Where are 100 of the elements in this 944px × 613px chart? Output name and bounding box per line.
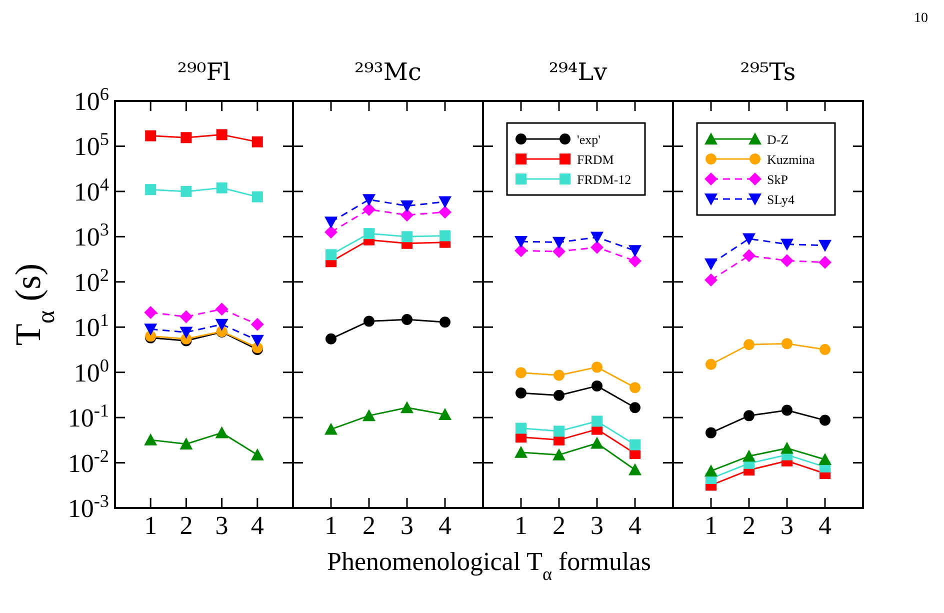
legend-label: SkP [767, 172, 788, 187]
x-tick-label: 4 [438, 511, 452, 540]
y-tick-label: 10$^{6}$ [74, 84, 109, 116]
x-tick-label: 2 [362, 511, 376, 540]
point [326, 249, 336, 260]
point [250, 318, 264, 331]
point [628, 254, 642, 268]
point [180, 132, 192, 144]
point [552, 236, 566, 249]
chart-title: ²⁹⁴Lv [548, 58, 608, 86]
point [400, 208, 414, 222]
point [400, 401, 414, 414]
point [402, 231, 412, 242]
x-tick-label: 4 [250, 511, 264, 540]
point [820, 414, 830, 426]
text: 10 [914, 11, 928, 26]
point [180, 310, 193, 324]
point [590, 436, 604, 449]
x-tick-label: 1 [324, 511, 338, 540]
point [630, 382, 640, 394]
y-tick-label: 10$^{4}$ [74, 174, 109, 206]
y-tick-label: 10$^{1}$ [74, 310, 109, 342]
x-tick-label: 3 [780, 511, 794, 540]
point [744, 410, 754, 422]
point [782, 404, 792, 416]
point [144, 324, 158, 336]
point [516, 422, 526, 434]
x-tick-label: 3 [590, 511, 604, 540]
chart-title: ²⁹³Mc [354, 58, 422, 86]
point [628, 463, 642, 476]
point [554, 390, 564, 401]
point [780, 238, 794, 251]
point [324, 216, 338, 229]
chart-title: ²⁹⁵Ts [740, 58, 796, 86]
point [180, 186, 192, 197]
point [742, 450, 756, 462]
chart-title: ²⁹⁰Fl [177, 58, 231, 86]
point [362, 194, 376, 206]
point [820, 344, 830, 355]
point [145, 130, 156, 142]
point [742, 233, 756, 246]
point [364, 228, 374, 240]
point [215, 426, 228, 438]
y-tick-label: 10$^{-2}$ [68, 446, 109, 478]
point [362, 409, 376, 422]
point [326, 333, 336, 344]
legend-label: Kuzmina [767, 152, 815, 167]
x-axis-title: Phenomenological T$_{α}$ formulas [327, 547, 651, 584]
point [592, 380, 602, 392]
point [180, 438, 193, 450]
x-tick-label: 2 [552, 511, 566, 540]
x-tick-label: 2 [742, 511, 756, 540]
point [780, 254, 794, 268]
point [216, 129, 228, 140]
point [742, 249, 756, 262]
point [250, 334, 264, 347]
point [552, 244, 566, 258]
y-tick-label: 10$^{2}$ [74, 264, 109, 297]
point [818, 453, 832, 466]
point [514, 446, 528, 458]
point [324, 226, 338, 239]
point [704, 258, 718, 270]
point [438, 408, 452, 420]
legend-label: FRDM [577, 152, 614, 167]
point [630, 439, 640, 450]
point [215, 318, 228, 331]
point [554, 426, 564, 437]
point [818, 240, 832, 252]
point [590, 240, 604, 254]
point [364, 316, 374, 327]
x-tick-label: 1 [144, 511, 158, 540]
point [628, 245, 642, 258]
point [516, 387, 526, 398]
x-tick-label: 1 [704, 511, 718, 540]
point [144, 433, 158, 446]
y-tick-label: 10$^{3}$ [74, 220, 109, 252]
point [592, 416, 602, 427]
x-tick-label: 4 [628, 511, 642, 540]
x-tick-label: 2 [180, 511, 193, 540]
point [440, 230, 450, 242]
point [704, 274, 718, 287]
point [215, 302, 228, 316]
point [252, 191, 263, 202]
point [590, 232, 604, 244]
x-tick-label: 3 [215, 511, 228, 540]
point [706, 427, 716, 438]
point [818, 256, 832, 269]
y-tick-label: 10$^{-3}$ [68, 491, 109, 523]
legend-label: D-Z [767, 132, 789, 147]
point [402, 314, 412, 326]
point [782, 338, 792, 350]
point [704, 464, 718, 476]
point [362, 202, 376, 216]
y-tick-label: 10$^{5}$ [74, 129, 109, 162]
point [744, 339, 754, 350]
point [144, 306, 158, 320]
x-tick-label: 3 [400, 511, 414, 540]
legend-label: 'exp' [577, 132, 600, 147]
point [630, 402, 640, 414]
y-tick-label: 10$^{0}$ [74, 355, 109, 388]
